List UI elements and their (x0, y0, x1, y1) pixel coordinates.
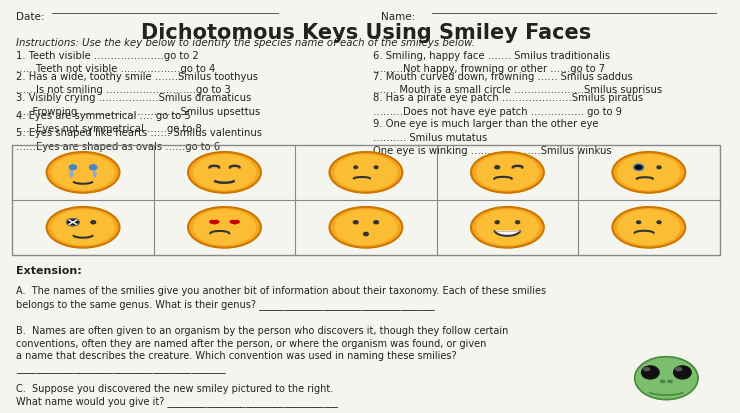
Circle shape (52, 156, 114, 190)
Circle shape (214, 221, 219, 223)
Ellipse shape (374, 221, 378, 224)
Circle shape (47, 207, 119, 248)
Circle shape (67, 219, 79, 226)
Ellipse shape (495, 166, 500, 169)
Text: 8. Has a pirate eye patch …………………Smilus piratus
………Does not have eye patch ……………: 8. Has a pirate eye patch …………………Smilus … (373, 93, 643, 116)
Polygon shape (495, 232, 520, 236)
Ellipse shape (636, 221, 641, 224)
Ellipse shape (363, 233, 369, 236)
Circle shape (613, 207, 685, 248)
Circle shape (235, 221, 239, 223)
Circle shape (52, 211, 114, 245)
Polygon shape (210, 222, 218, 225)
Ellipse shape (90, 166, 97, 170)
Circle shape (210, 221, 215, 223)
Polygon shape (231, 222, 239, 225)
Circle shape (471, 207, 544, 248)
Ellipse shape (495, 221, 500, 224)
Text: Name:: Name: (380, 12, 415, 21)
Circle shape (636, 166, 642, 170)
Ellipse shape (516, 221, 519, 224)
Text: 4. Eyes are symmetrical …. go to 5
……Eyes not symmetrical ……go to 8: 4. Eyes are symmetrical …. go to 5 ……Eye… (16, 111, 202, 134)
Text: Dichotomous Keys Using Smiley Faces: Dichotomous Keys Using Smiley Faces (141, 22, 591, 43)
Circle shape (618, 156, 680, 190)
Text: 5. Eyes shaped like hearts …… Smilus valentinus
……Eyes are shaped as ovals ……go : 5. Eyes shaped like hearts …… Smilus val… (16, 128, 262, 151)
Circle shape (661, 380, 665, 383)
Circle shape (335, 156, 397, 190)
Ellipse shape (635, 357, 698, 400)
Ellipse shape (642, 366, 659, 379)
Circle shape (477, 211, 538, 245)
Circle shape (335, 211, 397, 245)
Ellipse shape (354, 166, 357, 169)
Ellipse shape (374, 166, 378, 169)
Ellipse shape (354, 221, 358, 224)
Text: A.  The names of the smilies give you another bit of information about their tax: A. The names of the smilies give you ano… (16, 286, 546, 309)
Circle shape (47, 153, 119, 193)
Circle shape (188, 153, 261, 193)
Text: Date:: Date: (16, 12, 44, 21)
Ellipse shape (70, 166, 76, 170)
Circle shape (188, 207, 261, 248)
Text: 1. Teeth visible …………………go to 2
……Teeth not visible ………………go to 4: 1. Teeth visible …………………go to 2 ……Teeth … (16, 51, 215, 74)
Ellipse shape (657, 166, 661, 169)
Circle shape (613, 153, 685, 193)
Bar (13, 145, 719, 255)
Circle shape (618, 211, 680, 245)
Text: 3. Visibly crying ………………Smilus dramaticus
…. Frowning …………………………Smilus upsettus: 3. Visibly crying ………………Smilus dramaticu… (16, 93, 260, 116)
Text: 6. Smiling, happy face ……. Smilus traditionalis
………Not happy, frowning or other : 6. Smiling, happy face ……. Smilus tradit… (373, 51, 610, 74)
Circle shape (194, 211, 255, 245)
Text: 9. One eye is much larger than the other eye
………. Smilus mutatus
One eye is wink: 9. One eye is much larger than the other… (373, 119, 612, 155)
Text: Instructions: Use the key below to identify the species name of each of the smil: Instructions: Use the key below to ident… (16, 38, 475, 48)
Circle shape (329, 207, 403, 248)
Ellipse shape (673, 366, 691, 379)
Circle shape (230, 221, 235, 223)
Ellipse shape (91, 221, 95, 224)
Circle shape (477, 156, 538, 190)
Circle shape (676, 368, 682, 371)
Ellipse shape (93, 172, 96, 178)
Ellipse shape (633, 164, 644, 171)
Text: 7. Mouth curved down, frowning …… Smilus saddus
……. Mouth is a small circle …………: 7. Mouth curved down, frowning …… Smilus… (373, 72, 662, 95)
Circle shape (667, 380, 672, 383)
Ellipse shape (70, 172, 73, 178)
Ellipse shape (657, 221, 661, 224)
Circle shape (644, 368, 650, 371)
Text: C.  Suppose you discovered the new smiley pictured to the right.
What name would: C. Suppose you discovered the new smiley… (16, 383, 338, 406)
Text: B.  Names are often given to an organism by the person who discovers it, though : B. Names are often given to an organism … (16, 325, 508, 373)
Circle shape (471, 153, 544, 193)
Text: Extension:: Extension: (16, 265, 81, 275)
Circle shape (329, 153, 403, 193)
Circle shape (194, 156, 255, 190)
Text: 2. Has a wide, toothy smile …….Smilus toothyus
……Is not smiling ………………………go to 3: 2. Has a wide, toothy smile …….Smilus to… (16, 72, 258, 95)
